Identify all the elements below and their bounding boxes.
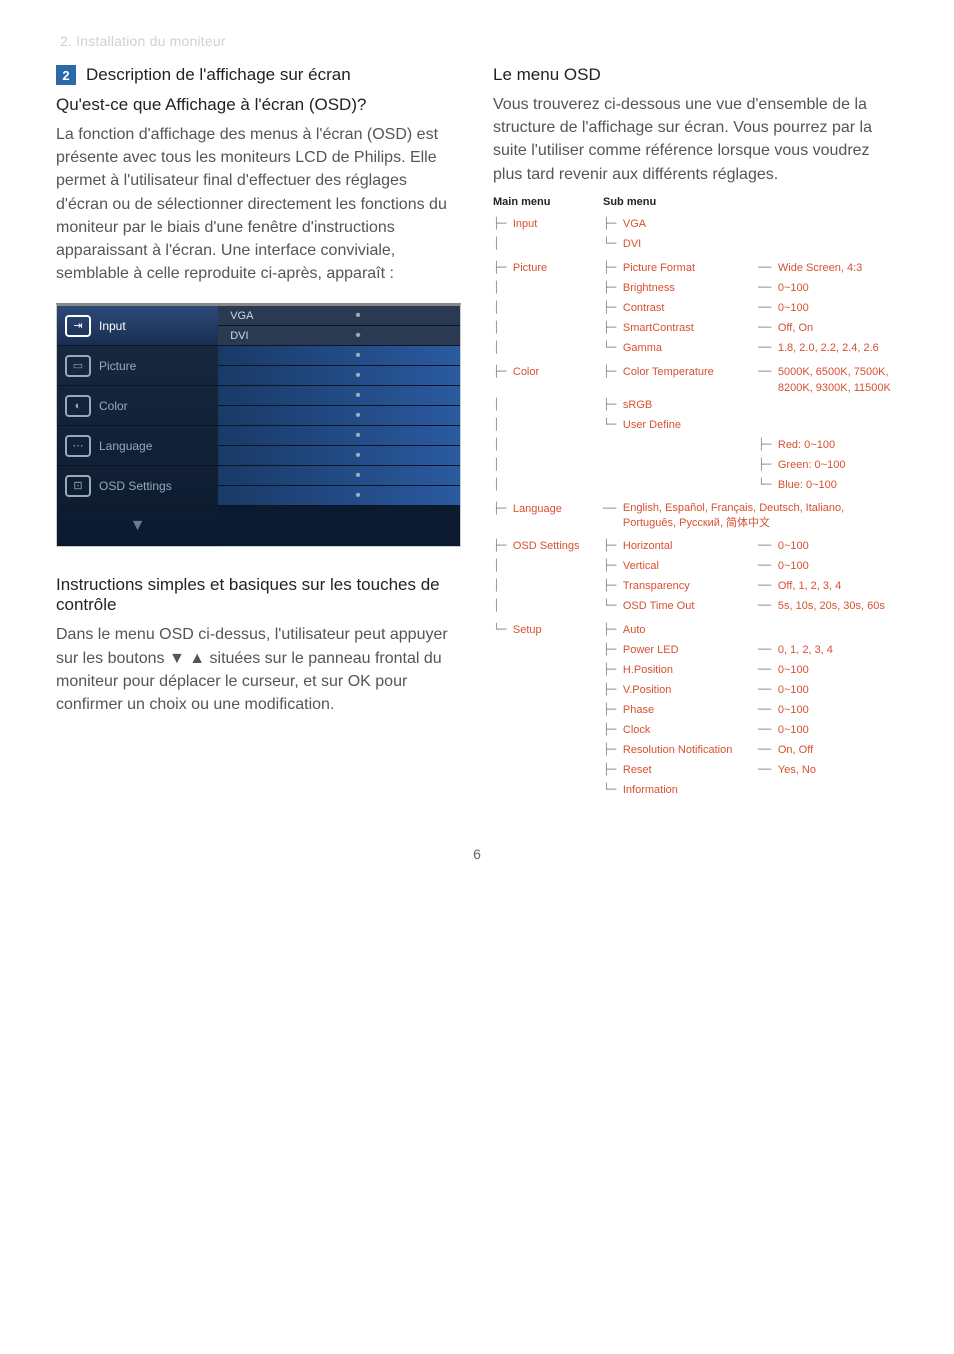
osd-sub-row: • xyxy=(218,466,460,486)
osd-menu-label: Color xyxy=(99,399,128,413)
right-column: Le menu OSD Vous trouverez ci-dessous un… xyxy=(493,65,898,806)
question-title: Qu'est-ce que Affichage à l'écran (OSD)? xyxy=(56,95,461,115)
tree-row: ├─ Clock── 0~100 xyxy=(493,722,898,742)
tree-row: │ ├─ sRGB xyxy=(493,397,898,417)
osd-menu-item[interactable]: ⊡ OSD Settings xyxy=(57,466,218,506)
tree-row: ├─ Color├─ Color Temperature── 5000K, 65… xyxy=(493,364,898,397)
osd-sub-row: • xyxy=(218,406,460,426)
osd-sub-row: • xyxy=(218,386,460,406)
tree-row: │ ├─ Red: 0~100 xyxy=(493,437,898,457)
osd-menu-icon: ⋯ xyxy=(65,435,91,457)
osd-menu-scroll[interactable]: ▼ xyxy=(57,506,218,546)
tree-row: ├─ Phase── 0~100 xyxy=(493,702,898,722)
main-menu-header: Main menu xyxy=(493,196,603,208)
tree-row: │ └─ User Define xyxy=(493,417,898,437)
tree-row: ├─ Resolution Notification── On, Off xyxy=(493,742,898,762)
tree-row: ├─ Power LED── 0, 1, 2, 3, 4 xyxy=(493,642,898,662)
tree-row: │ ├─ SmartContrast── Off, On xyxy=(493,320,898,340)
instructions-body: Dans le menu OSD ci-dessus, l'utilisateu… xyxy=(56,623,461,716)
osd-sub-row: • xyxy=(218,346,460,366)
osd-menu-icon: ◐ xyxy=(65,395,91,417)
tree-row: ├─ Reset── Yes, No xyxy=(493,762,898,782)
tree-row: └─ Setup├─ Auto xyxy=(493,622,898,642)
osd-menu-item[interactable]: ⋯ Language xyxy=(57,426,218,466)
left-column: 2 Description de l'affichage sur écran Q… xyxy=(56,65,461,806)
tree-row: └─ Information xyxy=(493,782,898,802)
sub-menu-header: Sub menu xyxy=(603,196,656,208)
tree-row: ├─ H.Position── 0~100 xyxy=(493,662,898,682)
osd-screenshot: ⇥ Input ▭ Picture ◐ Color ⋯ Language ⊡ OSD Settin… xyxy=(56,303,461,547)
section-number-badge: 2 xyxy=(56,65,76,85)
osd-sub-row: • xyxy=(218,366,460,386)
osd-menu-item[interactable]: ⇥ Input xyxy=(57,306,218,346)
question-body: La fonction d'affichage des menus à l'éc… xyxy=(56,123,461,285)
tree-row: │ ├─ Transparency── Off, 1, 2, 3, 4 xyxy=(493,578,898,598)
osd-menu-item[interactable]: ◐ Color xyxy=(57,386,218,426)
tree-row: ├─ V.Position── 0~100 xyxy=(493,682,898,702)
osd-menu-icon: ⇥ xyxy=(65,315,91,337)
page-number: 6 xyxy=(56,846,898,862)
osd-sub-item[interactable]: DVI• xyxy=(218,326,460,346)
section-title: Description de l'affichage sur écran xyxy=(86,65,351,85)
tree-row: │ └─ Gamma── 1.8, 2.0, 2.2, 2.4, 2.6 xyxy=(493,340,898,360)
tree-row: │ └─ Blue: 0~100 xyxy=(493,477,898,497)
osd-menu-label: Picture xyxy=(99,359,136,373)
osd-menu-label: Language xyxy=(99,439,152,453)
tree-row: │ ├─ Brightness── 0~100 xyxy=(493,280,898,300)
osd-menu-item[interactable]: ▭ Picture xyxy=(57,346,218,386)
breadcrumb: 2. Installation du moniteur xyxy=(56,30,898,55)
osd-menu-icon: ⊡ xyxy=(65,475,91,497)
osd-sub-row: • xyxy=(218,486,460,506)
osd-menu-label: OSD Settings xyxy=(99,479,172,493)
osd-tree: ├─ Input├─ VGA│ └─ DVI ├─ Picture├─ Pictu… xyxy=(493,216,898,806)
osd-sub-row: • xyxy=(218,426,460,446)
tree-row: │ ├─ Green: 0~100 xyxy=(493,457,898,477)
osd-menu-label: Input xyxy=(99,319,126,333)
tree-row: ├─ OSD Settings├─ Horizontal── 0~100 xyxy=(493,538,898,558)
osd-menu-body: Vous trouverez ci-dessous une vue d'ense… xyxy=(493,93,898,186)
osd-sub-row: • xyxy=(218,446,460,466)
tree-row: │ ├─ Vertical── 0~100 xyxy=(493,558,898,578)
osd-menu-title: Le menu OSD xyxy=(493,65,898,85)
tree-row: │ └─ DVI xyxy=(493,236,898,256)
osd-sub-item[interactable]: VGA• xyxy=(218,306,460,326)
tree-row: ├─ Picture├─ Picture Format── Wide Scree… xyxy=(493,260,898,280)
tree-row: ├─ Language── English, Español, Français… xyxy=(493,501,898,532)
tree-row: │ └─ OSD Time Out── 5s, 10s, 20s, 30s, 6… xyxy=(493,598,898,618)
instructions-title: Instructions simples et basiques sur les… xyxy=(56,575,461,615)
tree-row: │ ├─ Contrast── 0~100 xyxy=(493,300,898,320)
osd-menu-icon: ▭ xyxy=(65,355,91,377)
tree-row: ├─ Input├─ VGA xyxy=(493,216,898,236)
